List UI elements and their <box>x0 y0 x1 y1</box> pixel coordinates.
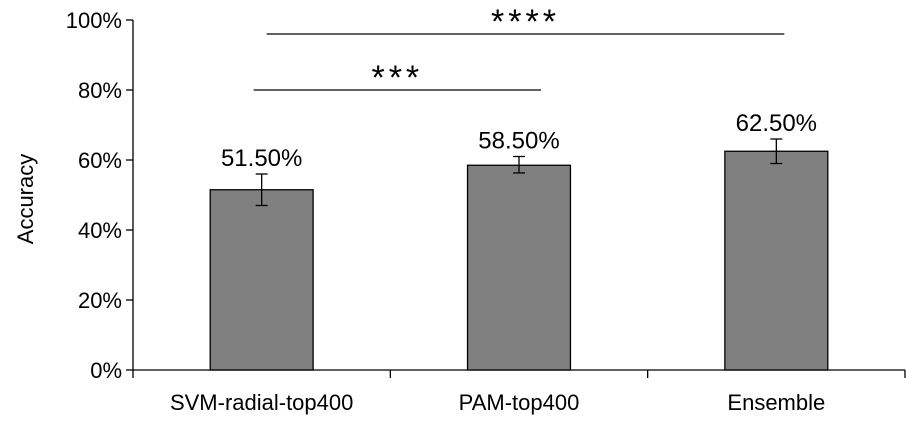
y-tick-label: 100% <box>66 8 122 33</box>
y-tick-label: 80% <box>78 78 122 103</box>
significance-bracket: **** <box>266 3 785 41</box>
x-category-label: PAM-top400 <box>459 390 580 415</box>
x-category-label: Ensemble <box>727 390 825 415</box>
significance-bracket: *** <box>253 59 541 97</box>
x-category-label: SVM-radial-top400 <box>170 390 353 415</box>
data-labels: 51.50% 58.50% 62.50% <box>221 110 817 172</box>
y-axis-title: Accuracy <box>13 154 38 244</box>
y-tick-label: 0% <box>90 358 122 383</box>
error-bar <box>255 173 268 207</box>
y-tick-label: 60% <box>78 148 122 173</box>
error-bars <box>255 138 783 207</box>
y-tick-label: 20% <box>78 288 122 313</box>
axes: 0% 20% 40% 60% 80% 100% SVM-radial-top400 PAM-t… <box>66 8 906 415</box>
data-label: 62.50% <box>736 110 817 137</box>
bar <box>466 164 572 371</box>
bar <box>209 189 314 371</box>
significance-label: **** <box>491 3 560 41</box>
data-label: 51.50% <box>221 145 302 172</box>
significance-label: *** <box>371 59 423 97</box>
significance-brackets: ******* <box>253 3 785 97</box>
bars <box>209 150 829 371</box>
bar <box>724 150 829 371</box>
y-tick-label: 40% <box>78 218 122 243</box>
data-label: 58.50% <box>478 128 559 155</box>
error-bar <box>513 155 525 174</box>
error-bar <box>770 138 783 165</box>
